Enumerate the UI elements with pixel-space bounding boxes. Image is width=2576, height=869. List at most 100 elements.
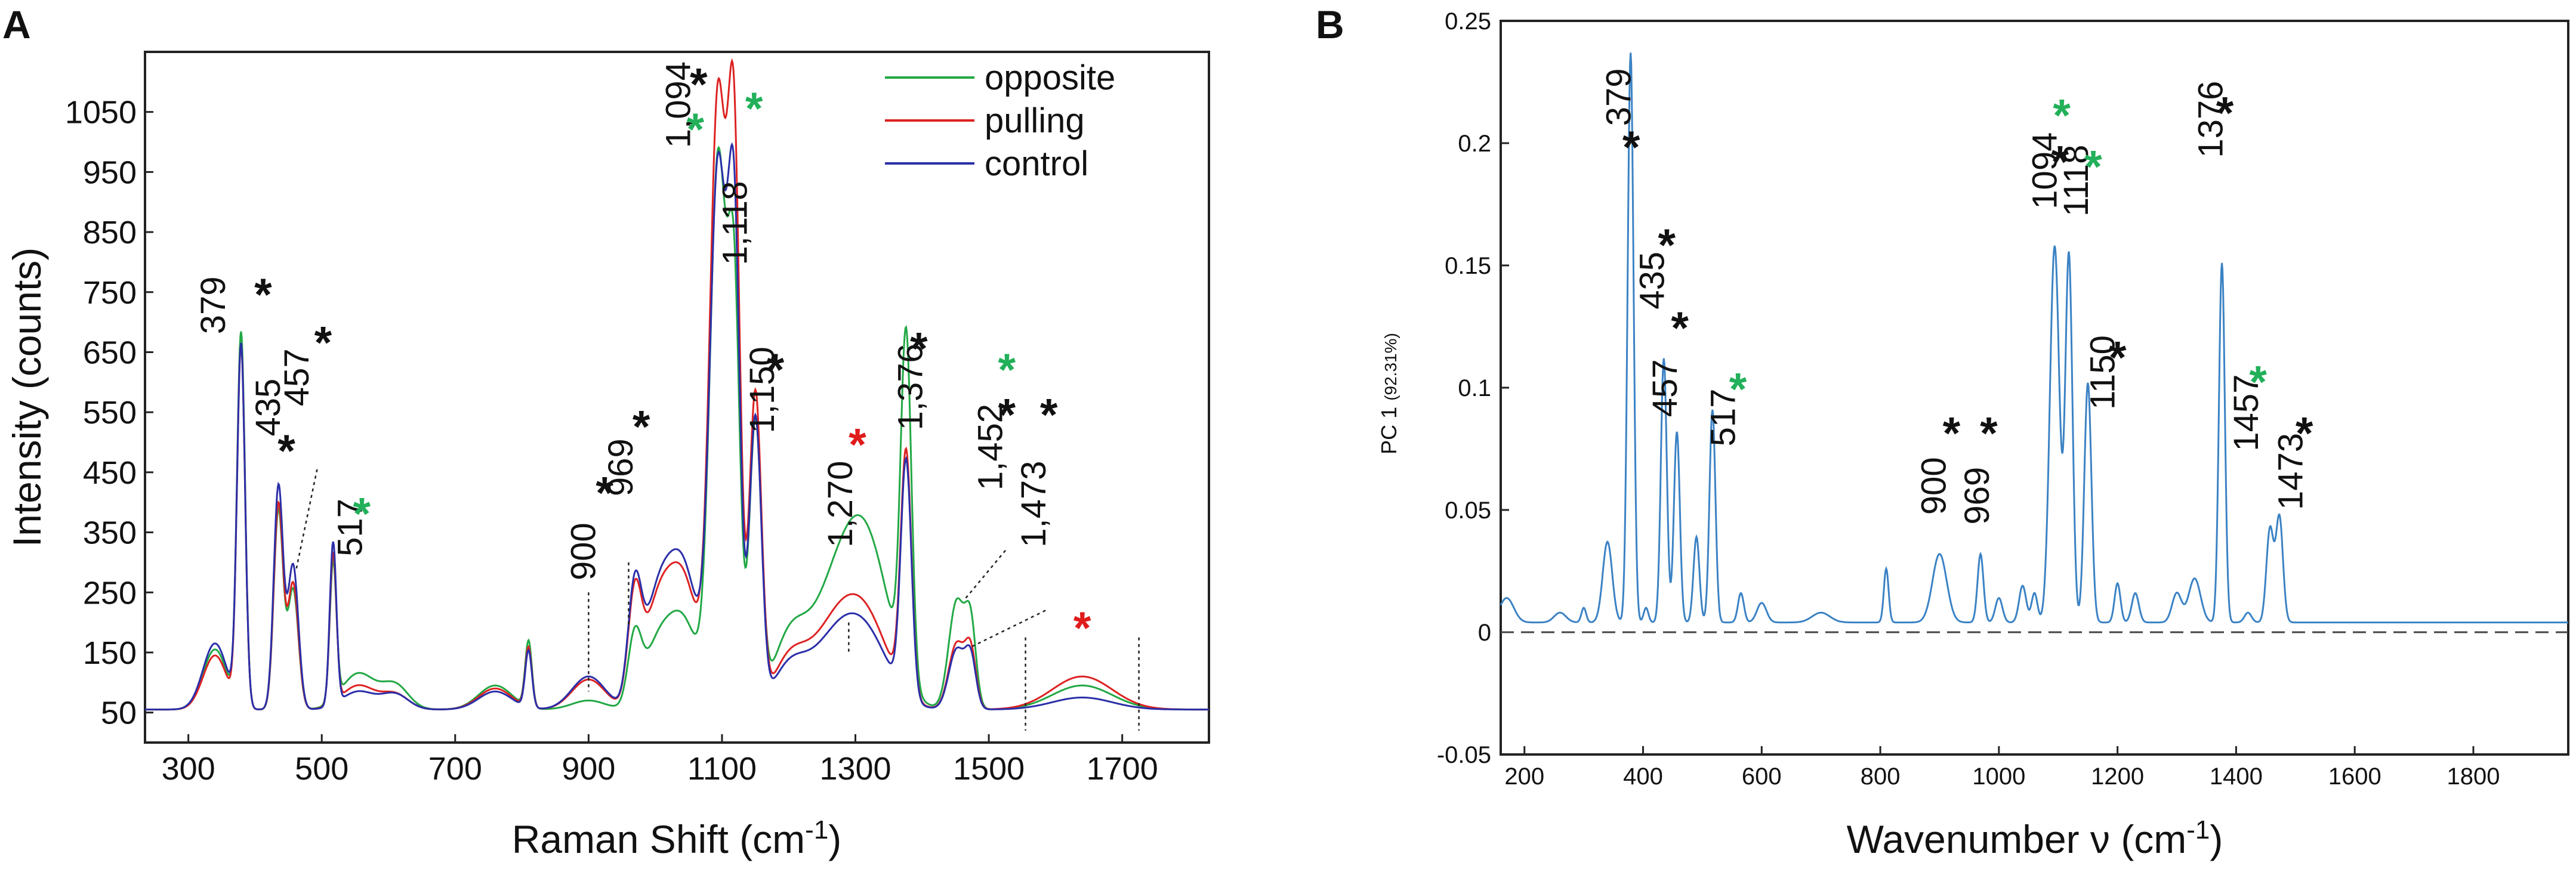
peak-label: 969 — [601, 438, 640, 496]
chart-a: 300 500 700 900 1100 1300 1500 1700 50 150 250 350 4… — [5, 51, 1210, 861]
chart-b-y-tick-label: 0.05 — [1445, 497, 1491, 524]
chart-b-x-tick-label: 1400 — [2210, 763, 2263, 790]
chart-a-y-tick-label: 950 — [83, 154, 137, 190]
peak-label: 457 — [277, 348, 316, 406]
chart-a-y-tick-label: 450 — [83, 455, 137, 491]
legend-label-control: control — [985, 144, 1088, 183]
peak-label: 1,094 — [659, 61, 698, 148]
series-line-control — [145, 142, 1209, 711]
peak-label: 1,452 — [971, 404, 1010, 490]
peak-label: 1473 — [2272, 433, 2310, 510]
chart-b-x-tick-label: 1000 — [1972, 763, 2025, 790]
peak-label: 435 — [249, 379, 288, 437]
chart-a-x-label-main: Raman Shift (cm — [512, 817, 805, 861]
chart-b-x-label-sup: -1 — [2186, 815, 2210, 845]
leader-line — [965, 549, 1007, 599]
peak-label: 1,473 — [1014, 461, 1053, 548]
chart-b-x-tick-label: 200 — [1504, 763, 1544, 790]
peak-star-marker: * — [745, 84, 763, 134]
peak-star-marker: * — [2051, 137, 2069, 187]
peak-star-marker: * — [910, 324, 928, 375]
peak-label: 517 — [1704, 389, 1743, 447]
peak-star-marker: * — [998, 389, 1016, 440]
peak-label: 1,118 — [715, 181, 754, 265]
peak-label: 900 — [1914, 457, 1953, 515]
chart-b-y-tick-label: 0.15 — [1445, 253, 1491, 279]
chart-a-y-tick-label: 250 — [83, 575, 137, 611]
chart-b-y-label-main: PC 1 — [1377, 407, 1401, 454]
chart-b-x-label-main: Wavenumber ν (cm — [1847, 817, 2187, 861]
chart-a-x-axis-label: Raman Shift (cm-1) — [512, 815, 842, 861]
chart-a-x-tick-label: 300 — [162, 751, 215, 787]
peak-star-marker: * — [2109, 332, 2127, 383]
panel-b-letter: B — [1316, 2, 1344, 47]
peak-label: 1,270 — [821, 461, 860, 548]
peak-star-marker: * — [1671, 303, 1689, 354]
peak-label: 969 — [1958, 467, 1997, 525]
panel-a-letter: A — [2, 2, 31, 47]
peak-star-marker: * — [1073, 603, 1091, 654]
chart-a-leader-lines — [295, 469, 1140, 731]
chart-a-x-tick-label: 1100 — [687, 751, 757, 787]
chart-a-y-tick-label: 50 — [101, 695, 137, 731]
peak-star-marker: * — [1658, 220, 1676, 271]
peak-label: 517 — [331, 499, 369, 556]
chart-b-y-tick-label: 0.25 — [1445, 8, 1491, 35]
chart-a-y-tick-label: 150 — [83, 635, 137, 671]
leader-line — [295, 469, 318, 569]
chart-b-y-tick-label: 0 — [1478, 620, 1491, 646]
peak-star-marker: * — [2084, 142, 2102, 193]
chart-a-y-tick-label: 650 — [83, 335, 137, 370]
legend-label-opposite: opposite — [985, 58, 1115, 97]
peak-star-marker: * — [2249, 357, 2267, 407]
chart-a-x-tick-label: 1500 — [953, 751, 1025, 787]
peak-label: 1094 — [2025, 132, 2064, 209]
chart-b-x-tick-label: 600 — [1742, 763, 1782, 790]
chart-a-y-tick-label: 1050 — [65, 95, 137, 131]
chart-b-x-tick-label: 400 — [1623, 763, 1663, 790]
chart-a-x-tick-label: 500 — [295, 751, 348, 787]
peak-star-marker: * — [690, 60, 708, 110]
chart-b: 200 400 600 800 1000 1200 1400 1600 1800 -0.05 0 0.… — [1377, 8, 2569, 861]
peak-star-marker: * — [2216, 88, 2234, 138]
chart-b-x-tick-label: 1800 — [2447, 763, 2500, 790]
chart-a-x-label-sup: -1 — [805, 815, 828, 845]
legend-label-pulling: pulling — [985, 101, 1085, 140]
chart-b-y-tick-label: 0.1 — [1458, 375, 1491, 401]
chart-b-x-axis-label: Wavenumber ν (cm-1) — [1847, 815, 2223, 861]
peak-star-marker: * — [1980, 409, 1998, 459]
chart-b-x-tick-label: 1600 — [2328, 763, 2381, 790]
chart-a-series — [145, 58, 1209, 711]
peak-star-marker: * — [2053, 91, 2071, 141]
chart-b-y-tick-label: 0.2 — [1458, 131, 1491, 157]
chart-b-series — [1500, 52, 2568, 624]
peak-label: 379 — [1600, 69, 1639, 126]
chart-a-y-tick-label: 350 — [83, 515, 137, 551]
series-line-pc1 — [1500, 52, 2568, 624]
peak-star-marker: * — [254, 270, 272, 320]
chart-b-x-label-close: ) — [2210, 817, 2223, 861]
peak-star-marker: * — [314, 318, 332, 369]
chart-b-y-label-small: (92.31%) — [1381, 333, 1400, 401]
peak-label: 435 — [1633, 252, 1671, 310]
chart-a-x-tick-label: 1300 — [819, 751, 891, 787]
chart-b-y-tick-label: -0.05 — [1437, 742, 1491, 768]
peak-label: 1457 — [2227, 375, 2266, 451]
chart-b-ticks: 200 400 600 800 1000 1200 1400 1600 1800 -0.05 0 0.… — [1437, 8, 2568, 790]
peak-star-marker: * — [1943, 409, 1961, 459]
chart-b-x-tick-label: 800 — [1861, 763, 1901, 790]
chart-a-ticks: 300 500 700 900 1100 1300 1500 1700 50 150 250 350 4… — [65, 95, 1158, 787]
peak-star-marker: * — [1040, 389, 1058, 440]
peak-label: 1118 — [2057, 145, 2096, 217]
peak-star-marker: * — [353, 489, 371, 540]
peak-label: 900 — [564, 522, 603, 580]
peak-label: 1,150 — [743, 347, 782, 433]
peak-star-marker: * — [998, 345, 1016, 395]
chart-a-x-label-close: ) — [828, 817, 841, 861]
peak-label: 1376 — [2192, 81, 2231, 158]
peak-star-marker: * — [1729, 364, 1747, 415]
peak-star-marker: * — [686, 104, 704, 155]
